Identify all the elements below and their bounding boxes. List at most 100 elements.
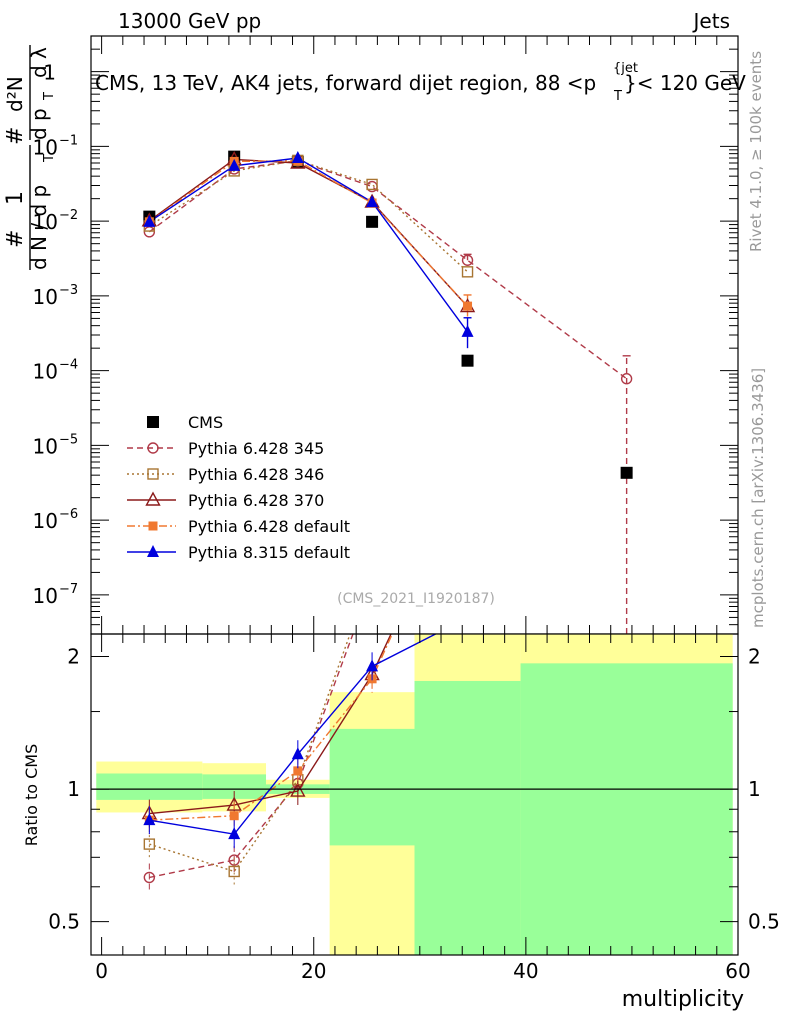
- main-series-markers: [141, 150, 633, 479]
- series-point: [228, 158, 241, 171]
- ratio-point: [143, 813, 156, 826]
- legend-label: Pythia 6.428 370: [188, 491, 324, 510]
- main-ytick-exponent: −2: [59, 208, 78, 223]
- plot-title-end: }< 120 GeV: [624, 71, 746, 95]
- ylabel-dlambda: d λ: [27, 47, 51, 78]
- ylabel-one: 1: [3, 191, 28, 205]
- main-ytick-exponent: −1: [59, 133, 78, 148]
- legend-label: Pythia 8.315 default: [188, 543, 350, 562]
- main-series-lines: [148, 157, 631, 634]
- series-point: [620, 466, 633, 479]
- legend: CMS Pythia 6.428 345 Pythia 6.428 346 Pythi…: [127, 413, 350, 562]
- main-ytick-label: 1: [43, 61, 56, 85]
- series-point: [366, 178, 378, 191]
- legend-marker: [145, 491, 161, 506]
- legend-marker: [147, 545, 159, 557]
- series-point: [461, 354, 474, 367]
- legend-label: CMS: [188, 413, 223, 432]
- series-point: [143, 214, 156, 227]
- main-ytick-label: 10: [33, 285, 58, 309]
- ratio-ytick-label: 1: [67, 777, 80, 801]
- series-point: [620, 373, 633, 385]
- main-ytick-label: 10: [33, 509, 58, 533]
- ratio-band-green: [329, 728, 415, 846]
- series-point: [366, 195, 379, 208]
- ratio-band-green: [96, 773, 203, 800]
- mcplots-label: mcplots.cern.ch [arXiv:1306.3436]: [749, 368, 767, 628]
- ratio-point: [290, 782, 306, 797]
- ratio-point: [226, 796, 242, 811]
- main-ytick-exponent: −7: [59, 582, 78, 597]
- ylabel-hash-b: #: [3, 127, 28, 145]
- ratio-point: [143, 838, 156, 850]
- main-ytick-exponent: −6: [59, 507, 78, 522]
- main-ytick-label: 10: [33, 434, 58, 458]
- series-point: [143, 226, 156, 238]
- ylabel-sub-t-2: T: [42, 92, 57, 101]
- legend-marker: [147, 442, 159, 454]
- ylabel-numerator: d²N: [3, 76, 27, 112]
- main-ytick-exponent: −4: [59, 358, 78, 373]
- ratio-frame: [90, 633, 739, 956]
- ratio-point: [366, 659, 379, 672]
- plot-title-subscript: T: [613, 89, 622, 104]
- ratio-point: [228, 827, 241, 840]
- ratio-ytick-label-right: 0.5: [748, 910, 780, 934]
- series-point: [291, 150, 304, 163]
- ratio-axis-ticks: 0.5 0.51 12 20 20 40 60: [48, 634, 780, 983]
- ratio-ylabel: Ratio to CMS: [22, 744, 41, 846]
- ylabel-hash-a: #: [3, 230, 28, 248]
- ratio-ytick-label: 0.5: [48, 910, 80, 934]
- ratio-ytick-label: 2: [67, 645, 80, 669]
- main-ytick-exponent: −3: [59, 283, 78, 298]
- xtick-label: 40: [513, 959, 538, 983]
- series-point: [461, 324, 474, 337]
- analysis-id: (CMS_2021_I1920187): [337, 591, 495, 607]
- ylabel-denominator: d N / d p: [27, 185, 51, 270]
- ratio-point: [143, 871, 156, 884]
- main-axis-ticks: 110−110−210−310−410−510−610−7: [33, 35, 739, 635]
- series-line: [148, 160, 628, 380]
- ratio-point: [229, 811, 239, 821]
- legend-label: Pythia 6.428 default: [188, 517, 350, 536]
- plot-title: CMS, 13 TeV, AK4 jets, forward dijet reg…: [95, 71, 596, 95]
- ratio-point: [293, 766, 303, 776]
- ratio-ytick-label-right: 1: [748, 777, 761, 801]
- main-ytick-label: 10: [33, 210, 58, 234]
- ratio-point: [228, 854, 240, 866]
- main-ylabel: # 1 d N / d p T # d²N d p T d λ: [3, 45, 57, 270]
- series-point: [461, 254, 474, 266]
- series-line: [148, 158, 469, 308]
- legend-marker: [148, 521, 158, 531]
- series-line: [148, 160, 469, 307]
- main-ytick-label: 10: [33, 360, 58, 384]
- legend-marker: [147, 468, 159, 480]
- ylabel-sub-t: T: [42, 154, 57, 163]
- ratio-ytick-label-right: 2: [748, 645, 761, 669]
- xtick-label: 60: [725, 959, 750, 983]
- series-point: [366, 215, 379, 228]
- ratio-point: [291, 747, 304, 760]
- legend-label: Pythia 6.428 345: [188, 439, 324, 458]
- ratio-band-green: [414, 680, 521, 955]
- rivet-label: Rivet 4.1.0, ≥ 100k events: [747, 51, 765, 252]
- ylabel-dpt: d p: [27, 108, 51, 140]
- energy-label: 13000 GeV pp: [118, 9, 261, 33]
- main-ytick-exponent: −5: [59, 432, 78, 447]
- series-point: [463, 301, 473, 311]
- xtick-label: 20: [301, 959, 326, 983]
- ratio-series-lines: [141, 634, 438, 892]
- ratio-series-group: [141, 634, 438, 892]
- series-point: [461, 266, 474, 278]
- xlabel: multiplicity: [622, 987, 744, 1012]
- ratio-bands: [96, 634, 733, 955]
- legend-label: Pythia 6.428 346: [188, 465, 324, 484]
- category-label: Jets: [692, 9, 730, 33]
- ratio-point: [228, 865, 240, 878]
- xtick-label: 0: [95, 959, 108, 983]
- ratio-band-green: [520, 663, 733, 955]
- main-ytick-label: 10: [33, 135, 58, 159]
- legend-marker: [147, 416, 159, 428]
- series-line: [148, 157, 469, 333]
